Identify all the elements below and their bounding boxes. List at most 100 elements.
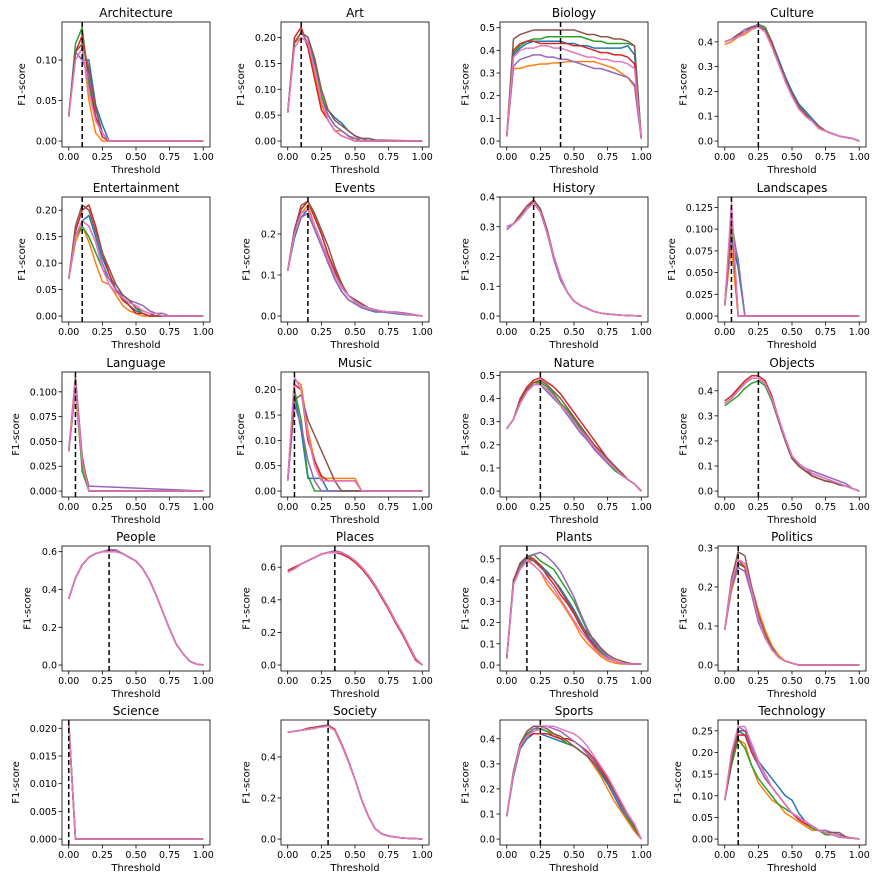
x-tick-label: 0.25: [530, 502, 551, 513]
y-tick-label: 0.0: [261, 835, 276, 846]
x-tick-label: 0.00: [58, 850, 79, 861]
subplot-title: Architecture: [99, 6, 172, 20]
y-tick-label: 0.0: [42, 661, 57, 672]
x-tick-label: 0.50: [563, 327, 584, 338]
series-line-7: [287, 725, 423, 840]
y-tick-label: 0.10: [692, 791, 713, 802]
subplot-title: Places: [336, 530, 374, 544]
y-tick-label: 0.05: [255, 461, 276, 472]
x-tick-label: 0.75: [815, 502, 836, 513]
y-tick-label: 0.4: [698, 37, 713, 48]
x-tick-label: 0.50: [781, 676, 802, 687]
y-tick-label: 0.020: [30, 724, 57, 735]
series-line-6: [286, 31, 423, 142]
subplot-sports: 0.00 0.25 0.50 0.75 1.00 0.0 0.1 0.2 0.3 0.4 Sport…: [461, 704, 652, 874]
series-line-3: [723, 219, 860, 317]
x-tick-label: 1.00: [193, 850, 214, 861]
x-tick-label: 0.00: [496, 327, 517, 338]
series-line-5: [505, 54, 643, 139]
subplot-culture: 0.00 0.25 0.50 0.75 1.00 0.0 0.1 0.2 0.3 0.4 Cultu…: [679, 6, 870, 176]
axes-frame: [717, 21, 867, 148]
x-tick-label: 0.75: [597, 850, 618, 861]
subplot-title: Art: [346, 6, 364, 20]
y-tick-label: 0.00: [36, 137, 57, 148]
y-axis-label: F1-score: [461, 587, 472, 630]
x-tick-label: 0.75: [159, 502, 180, 513]
subplot-title: Plants: [556, 530, 593, 544]
series-line-7: [67, 47, 204, 142]
y-tick-label: 0.2: [261, 793, 276, 804]
series-line-5: [724, 377, 860, 492]
axes-frame: [717, 196, 867, 323]
x-tick-label: 1.00: [631, 502, 652, 513]
y-tick-label: 0.0: [480, 661, 495, 672]
series-line-4: [506, 199, 642, 317]
series-line-6: [506, 379, 642, 492]
x-axis-label: Threshold: [766, 863, 816, 874]
series-line-2: [505, 558, 642, 665]
x-tick-label: 0.75: [378, 850, 399, 861]
y-tick-label: 0.00: [255, 137, 276, 148]
axes-frame: [280, 21, 430, 148]
series-line-7: [505, 560, 642, 665]
x-tick-label: 1.00: [849, 327, 870, 338]
series-line-2: [724, 26, 860, 142]
y-axis-label: F1-score: [667, 238, 678, 281]
series-line-2: [286, 36, 423, 142]
y-tick-label: 0.4: [480, 576, 495, 587]
y-tick-label: 0.1: [698, 622, 713, 633]
series-line-4: [68, 550, 204, 666]
x-axis-label: Threshold: [766, 165, 816, 176]
series-line-7: [506, 383, 642, 492]
subplot-society: 0.00 0.25 0.50 0.75 1.00 0.0 0.2 0.4 Society Thre…: [242, 704, 433, 874]
series-line-4: [723, 558, 860, 666]
series-line-1: [723, 237, 860, 317]
y-tick-label: 0.2: [480, 252, 495, 263]
y-axis-label: F1-score: [11, 761, 22, 804]
x-tick-label: 1.00: [193, 676, 214, 687]
y-tick-label: 0.0: [698, 137, 713, 148]
x-axis-label: Threshold: [110, 340, 160, 351]
series-line-6: [724, 26, 860, 142]
x-tick-label: 0.25: [530, 676, 551, 687]
y-tick-label: 0.15: [255, 59, 276, 70]
series-line-2: [67, 391, 204, 492]
y-tick-label: 0.10: [36, 56, 57, 67]
series-line-4: [67, 722, 204, 840]
series-line-4: [287, 724, 423, 840]
series-line-5: [67, 722, 204, 840]
y-tick-label: 0.3: [480, 597, 495, 608]
x-tick-label: 0.75: [378, 502, 399, 513]
x-axis-label: Threshold: [766, 340, 816, 351]
x-axis-label: Threshold: [766, 689, 816, 700]
y-tick-label: 0.2: [698, 582, 713, 593]
y-tick-label: 0.025: [686, 290, 713, 301]
y-tick-label: 0.1: [261, 270, 276, 281]
y-tick-label: 0.1: [480, 463, 495, 474]
x-tick-label: 1.00: [412, 152, 433, 163]
y-tick-label: 0.025: [30, 462, 57, 473]
axes-frame: [717, 371, 867, 498]
axes-frame: [61, 719, 211, 846]
series-line-2: [67, 722, 204, 840]
series-line-1: [287, 725, 423, 840]
x-axis-label: Threshold: [766, 515, 816, 526]
x-tick-label: 0.00: [277, 850, 298, 861]
subplot-title: Sports: [555, 704, 593, 718]
series-line-1: [67, 722, 204, 840]
series-line-5: [724, 23, 860, 142]
x-tick-label: 0.25: [92, 850, 113, 861]
series-line-4: [287, 551, 423, 666]
series-line-3: [287, 724, 423, 840]
series-line-3: [723, 738, 860, 840]
x-axis-label: Threshold: [548, 515, 598, 526]
x-axis-label: Threshold: [110, 863, 160, 874]
y-tick-label: 0.4: [480, 734, 495, 745]
subplot-title: Society: [333, 704, 377, 718]
y-tick-label: 0.5: [480, 23, 495, 34]
y-tick-label: 0.4: [261, 752, 276, 763]
series-line-5: [505, 551, 642, 665]
x-tick-label: 0.50: [563, 676, 584, 687]
subplot-title: Music: [338, 356, 372, 370]
